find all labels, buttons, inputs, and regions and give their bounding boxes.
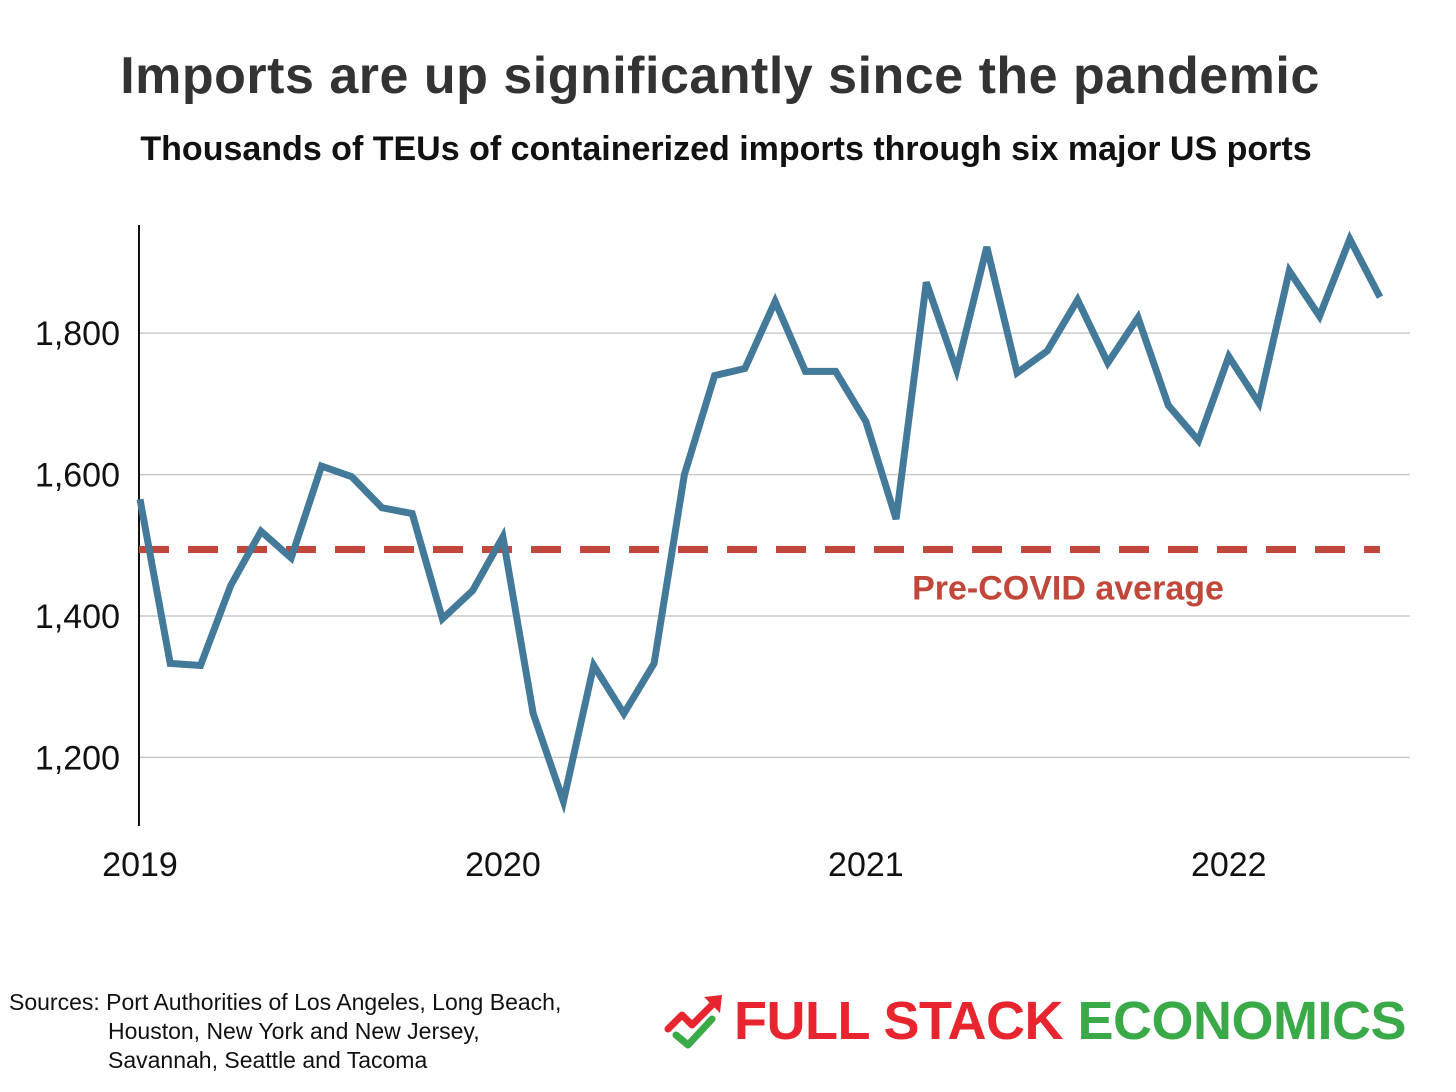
chart-subtitle: Thousands of TEUs of containerized impor… — [140, 130, 1312, 168]
trend-up-arrow-check-icon — [664, 995, 722, 1049]
y-tick-label: 1,800 — [35, 315, 120, 353]
brand-name-part-1: FULL STACK — [734, 991, 1063, 1051]
sources-line-3: Savannah, Seattle and Tacoma — [108, 1047, 428, 1073]
x-tick-label: 2021 — [828, 846, 904, 884]
x-tick-label: 2022 — [1191, 846, 1267, 884]
series-line-0 — [136, 230, 1384, 815]
y-tick-label: 1,600 — [35, 457, 120, 495]
tick-labels: 1,200 1,400 1,600 1,800 2019 2020 2021 2022 — [35, 315, 1267, 884]
reference-line-group: Pre-COVID average — [139, 546, 1380, 608]
y-tick-label: 1,400 — [35, 598, 120, 636]
sources-line-2: Houston, New York and New Jersey, — [108, 1018, 480, 1044]
y-tick-label: 1,200 — [35, 739, 120, 777]
x-tick-label: 2019 — [102, 846, 178, 884]
gridlines — [139, 332, 1410, 759]
x-tick-label: 2020 — [465, 846, 541, 884]
chart-title: Imports are up significantly since the p… — [120, 47, 1320, 105]
sources-line-1: Sources: Port Authorities of Los Angeles… — [9, 989, 562, 1015]
sources-note: Sources: Port Authorities of Los Angeles… — [9, 988, 649, 1075]
series-group — [136, 230, 1384, 815]
reference-line-label: Pre-COVID average — [912, 570, 1224, 608]
brand-logo: FULL STACK ECONOMICS — [664, 990, 1444, 1052]
brand-name-part-2: ECONOMICS — [1077, 991, 1407, 1051]
brand-name: FULL STACK ECONOMICS — [734, 990, 1407, 1052]
line-chart: Pre-COVID average 1,200 1,400 1,600 1,800 20… — [35, 225, 1410, 884]
